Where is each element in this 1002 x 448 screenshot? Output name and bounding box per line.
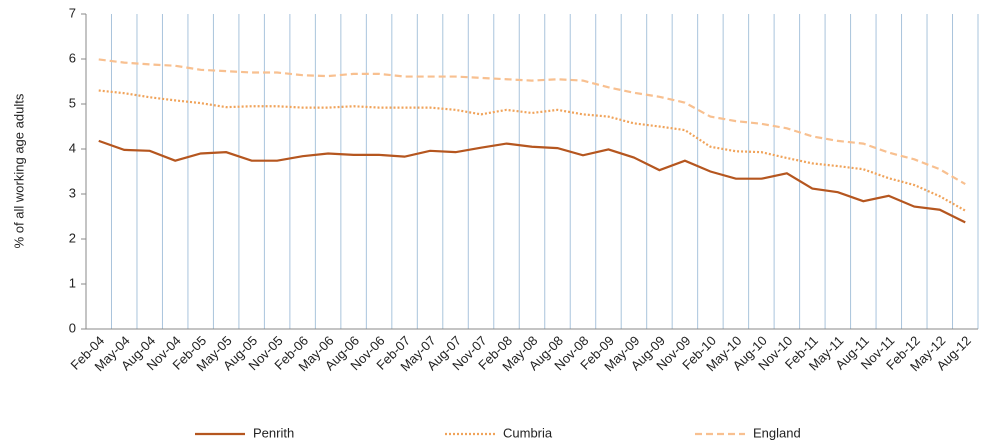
series-line xyxy=(98,89,966,212)
legend-label: England xyxy=(753,425,801,440)
series-line xyxy=(98,58,966,186)
legend-label: Penrith xyxy=(253,425,294,440)
y-tick-label: 3 xyxy=(69,185,76,200)
y-tick-label: 2 xyxy=(69,230,76,245)
series-line xyxy=(98,139,966,224)
y-axis-label: % of all working age adults xyxy=(11,93,26,248)
y-tick-label: 1 xyxy=(69,275,76,290)
y-tick-label: 4 xyxy=(69,140,76,155)
y-tick-label: 7 xyxy=(69,5,76,20)
y-tick-label: 0 xyxy=(69,320,76,335)
legend-label: Cumbria xyxy=(503,425,553,440)
y-tick-label: 5 xyxy=(69,95,76,110)
y-tick-label: 6 xyxy=(69,50,76,65)
